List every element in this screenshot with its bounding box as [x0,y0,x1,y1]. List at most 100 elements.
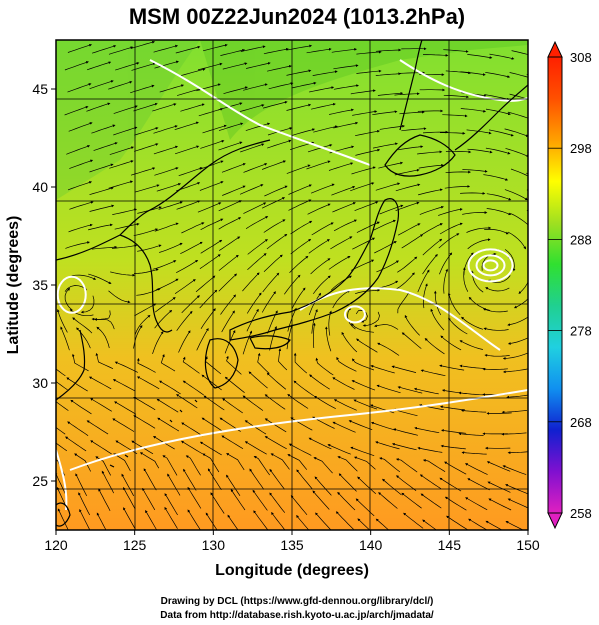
streamline [417,109,444,113]
streamline [252,489,268,511]
streamline [482,367,508,371]
streamline [67,181,93,191]
streamline [157,417,180,432]
streamline [507,316,528,326]
streamline [337,491,356,511]
streamline [296,515,310,530]
streamline [422,130,449,134]
streamline [420,369,446,377]
streamline [114,222,140,230]
streamline [341,331,358,353]
streamline [293,352,308,374]
x-axis-label: Longitude (degrees) [215,562,369,579]
streamline [226,355,242,375]
streamline [56,442,68,452]
streamline [264,418,287,433]
streamline [197,62,223,71]
streamline [261,197,286,209]
streamline [156,182,182,192]
streamline [286,103,312,111]
streamline [218,122,244,131]
streamline [158,201,183,210]
streamline [181,422,203,437]
streamline [307,203,331,215]
streamline [263,47,289,55]
x-tick-label: 135 [280,537,304,553]
streamline [486,461,511,472]
streamline [136,376,160,390]
coastlines [56,40,528,527]
streamline [329,108,354,115]
streamline [485,287,510,292]
streamline [89,80,114,90]
streamline [518,281,528,294]
credit-drawing: Drawing by DCL (https://www.gfd-dennou.o… [161,596,434,607]
streamline [286,324,293,350]
streamline [458,432,484,436]
streamline [356,50,382,55]
streamline [71,353,89,372]
streamline [66,145,91,155]
streamline [440,444,466,450]
streamline [130,84,155,94]
streamline [266,233,288,250]
colorbar-tick-label: 278 [570,324,592,339]
streamline [134,303,157,317]
streamline [220,294,236,315]
streamline [314,476,332,496]
y-tick-label: 35 [32,277,48,293]
streamline [98,488,111,512]
streamline [447,292,461,316]
streamline [395,458,418,473]
streamline [483,327,509,331]
isobar [475,254,506,277]
streamline [397,223,421,236]
streamline [113,126,138,136]
colorbar-tick-label: 258 [570,506,592,521]
streamline [354,201,379,212]
streamline [507,498,528,509]
streamline [108,80,133,90]
streamline [462,267,469,292]
streamline [486,208,512,216]
streamline [487,481,511,493]
streamline [112,379,136,392]
streamline [269,492,286,513]
colorbar: 258 268 278 288 298 308 [547,40,592,530]
streamline [350,182,375,192]
streamline [489,129,514,137]
streamline [459,340,483,350]
streamline [375,518,390,530]
streamline [310,183,335,194]
streamline [218,273,238,292]
streamline [460,191,486,195]
streamline [110,271,136,277]
streamline [270,453,290,470]
streamline [133,228,159,237]
streamline [133,397,156,411]
streamline [221,163,246,173]
streamline [115,440,138,455]
x-tick-label: 120 [44,537,68,553]
streamline [74,453,92,472]
streamline [56,472,67,496]
streamline [156,398,179,413]
streamline [420,223,443,236]
streamline [199,441,222,456]
streamline [244,441,267,455]
streamline [290,238,312,255]
streamline [290,495,308,516]
streamline [312,490,330,510]
streamline [86,102,111,112]
streamline [91,124,116,134]
streamline [398,145,424,151]
streamline [507,337,528,345]
streamline [413,387,439,395]
streamline [86,420,109,435]
x-tick-label: 140 [359,537,383,553]
streamline [430,308,445,331]
streamline [333,121,359,129]
streamline [266,372,287,390]
streamline [422,238,443,256]
streamline [404,314,420,336]
